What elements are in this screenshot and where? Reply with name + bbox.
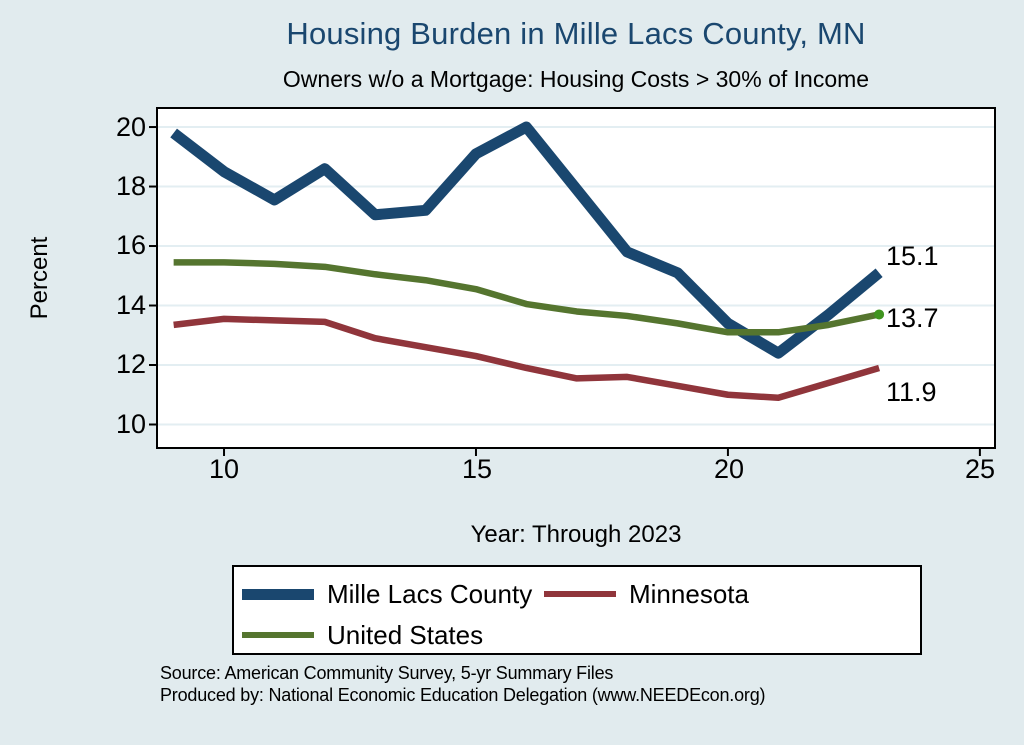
x-axis-title: Year: Through 2023 (470, 521, 682, 548)
end-label-mille-lacs: 15.1 (886, 241, 939, 271)
legend-swatch-minnesota (544, 587, 616, 601)
chart-subtitle: Owners w/o a Mortgage: Housing Costs > 3… (282, 66, 870, 92)
x-tick-label-10: 10 (208, 454, 240, 484)
y-tick-label-10: 10 (115, 409, 146, 439)
legend-label-mille-lacs: Mille Lacs County (327, 579, 533, 609)
y-tick-label-14: 14 (115, 290, 146, 320)
chart-title: Housing Burden in Mille Lacs County, MN (286, 16, 866, 51)
legend-label-minnesota: Minnesota (629, 579, 749, 609)
y-tick-label-16: 16 (115, 230, 146, 260)
x-tick-label-15: 15 (461, 454, 493, 484)
legend-swatch-mille-lacs (242, 587, 314, 601)
end-label-minnesota: 11.9 (886, 377, 937, 407)
end-label-united-states: 13.7 (886, 303, 939, 333)
legend-label-united-states: United States (327, 620, 484, 650)
legend: Mille Lacs County Minnesota United State… (232, 565, 922, 655)
legend-swatch-united-states (242, 628, 314, 642)
x-tick-label-25: 25 (964, 454, 996, 484)
x-tick-label-20: 20 (713, 454, 745, 484)
source-note: Source: American Community Survey, 5-yr … (160, 663, 614, 683)
y-tick-label-12: 12 (115, 349, 146, 379)
y-tick-label-20: 20 (115, 112, 146, 142)
produced-by-note: Produced by: National Economic Education… (160, 685, 766, 705)
y-axis-title: Percent (26, 236, 53, 320)
y-tick-label-18: 18 (115, 171, 146, 201)
